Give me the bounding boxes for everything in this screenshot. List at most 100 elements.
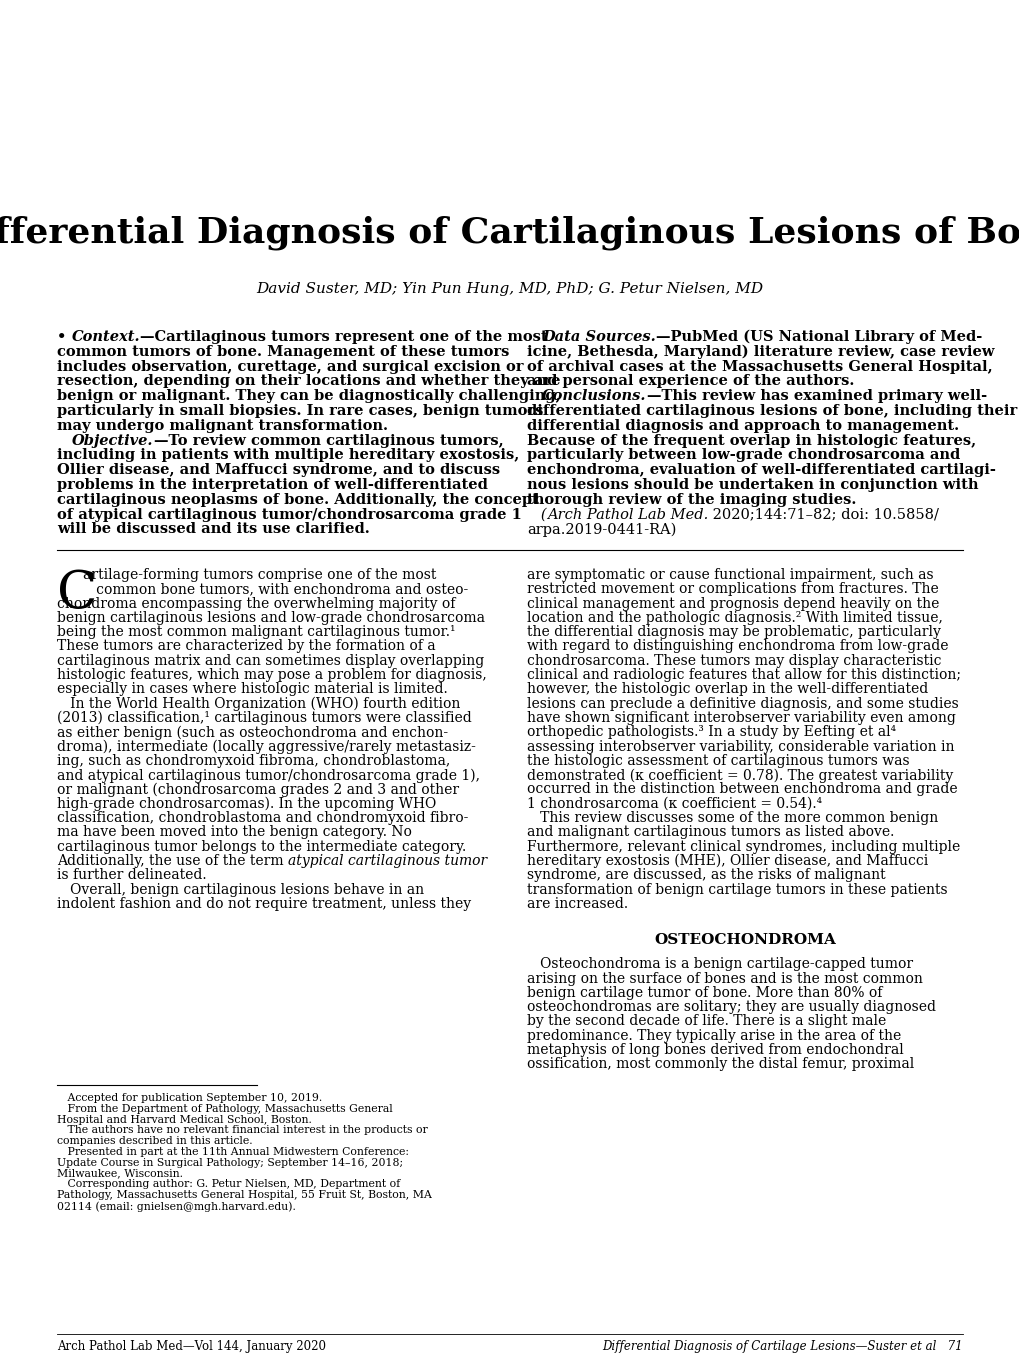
Text: The authors have no relevant financial interest in the products or: The authors have no relevant financial i… — [57, 1125, 427, 1136]
Text: Arch Pathol Lab Med—Vol 144, January 2020: Arch Pathol Lab Med—Vol 144, January 202… — [57, 1340, 326, 1354]
Text: classification, chondroblastoma and chondromyxoid fibro-: classification, chondroblastoma and chon… — [57, 811, 468, 825]
Text: and malignant cartilaginous tumors as listed above.: and malignant cartilaginous tumors as li… — [527, 825, 894, 840]
Text: Because of the frequent overlap in histologic features,: Because of the frequent overlap in histo… — [527, 433, 975, 448]
Text: Furthermore, relevant clinical syndromes, including multiple: Furthermore, relevant clinical syndromes… — [527, 840, 959, 854]
Text: and personal experience of the authors.: and personal experience of the authors. — [527, 374, 854, 389]
Text: includes observation, curettage, and surgical excision or: includes observation, curettage, and sur… — [57, 359, 523, 374]
Text: cartilaginous tumor belongs to the intermediate category.: cartilaginous tumor belongs to the inter… — [57, 840, 466, 854]
Text: droma), intermediate (locally aggressive/rarely metastasiz-: droma), intermediate (locally aggressive… — [57, 740, 476, 754]
Text: Differential Diagnosis of Cartilaginous Lesions of Bone: Differential Diagnosis of Cartilaginous … — [0, 215, 1019, 249]
Text: companies described in this article.: companies described in this article. — [57, 1136, 253, 1147]
Text: From the Department of Pathology, Massachusetts General: From the Department of Pathology, Massac… — [57, 1104, 392, 1114]
Text: clinical management and prognosis depend heavily on the: clinical management and prognosis depend… — [527, 596, 938, 611]
Text: of archival cases at the Massachusetts General Hospital,: of archival cases at the Massachusetts G… — [527, 359, 991, 374]
Text: These tumors are characterized by the formation of a: These tumors are characterized by the fo… — [57, 640, 435, 653]
Text: however, the histologic overlap in the well-differentiated: however, the histologic overlap in the w… — [527, 682, 927, 696]
Text: —PubMed (US National Library of Med-: —PubMed (US National Library of Med- — [655, 330, 981, 344]
Text: predominance. They typically arise in the area of the: predominance. They typically arise in th… — [527, 1029, 901, 1043]
Text: chondrosarcoma. These tumors may display characteristic: chondrosarcoma. These tumors may display… — [527, 653, 941, 667]
Text: demonstrated (κ coefficient = 0.78). The greatest variability: demonstrated (κ coefficient = 0.78). The… — [527, 769, 953, 782]
Text: 1 chondrosarcoma (κ coefficient = 0.54).⁴: 1 chondrosarcoma (κ coefficient = 0.54).… — [527, 797, 821, 811]
Text: syndrome, are discussed, as the risks of malignant: syndrome, are discussed, as the risks of… — [527, 869, 884, 882]
Text: orthopedic pathologists.³ In a study by Eefting et al⁴: orthopedic pathologists.³ In a study by … — [527, 725, 896, 740]
Text: occurred in the distinction between enchondroma and grade: occurred in the distinction between ench… — [527, 782, 957, 796]
Text: osteochondromas are solitary; they are usually diagnosed: osteochondromas are solitary; they are u… — [527, 1000, 935, 1014]
Text: Accepted for publication September 10, 2019.: Accepted for publication September 10, 2… — [57, 1093, 322, 1103]
Text: differential diagnosis and approach to management.: differential diagnosis and approach to m… — [527, 419, 958, 433]
Text: icine, Bethesda, Maryland) literature review, case review: icine, Bethesda, Maryland) literature re… — [527, 345, 994, 359]
Text: nous lesions should be undertaken in conjunction with: nous lesions should be undertaken in con… — [527, 478, 977, 492]
Text: Osteochondroma is a benign cartilage-capped tumor: Osteochondroma is a benign cartilage-cap… — [527, 958, 912, 971]
Text: lesions can preclude a definitive diagnosis, and some studies: lesions can preclude a definitive diagno… — [527, 697, 958, 711]
Text: are increased.: are increased. — [527, 897, 628, 911]
Text: ing, such as chondromyxoid fibroma, chondroblastoma,: ing, such as chondromyxoid fibroma, chon… — [57, 754, 449, 769]
Text: restricted movement or complications from fractures. The: restricted movement or complications fro… — [527, 582, 937, 596]
Text: particularly in small biopsies. In rare cases, benign tumors: particularly in small biopsies. In rare … — [57, 404, 543, 418]
Text: of atypical cartilaginous tumor/chondrosarcoma grade 1: of atypical cartilaginous tumor/chondros… — [57, 508, 522, 522]
Text: metaphysis of long bones derived from endochondral: metaphysis of long bones derived from en… — [527, 1043, 903, 1058]
Text: artilage-forming tumors comprise one of the most: artilage-forming tumors comprise one of … — [83, 569, 436, 582]
Text: location and the pathologic diagnosis.² With limited tissue,: location and the pathologic diagnosis.² … — [527, 611, 942, 625]
Text: arising on the surface of bones and is the most common: arising on the surface of bones and is t… — [527, 971, 922, 985]
Text: Hospital and Harvard Medical School, Boston.: Hospital and Harvard Medical School, Bos… — [57, 1115, 312, 1125]
Text: by the second decade of life. There is a slight male: by the second decade of life. There is a… — [527, 1014, 886, 1029]
Text: atypical cartilaginous tumor: atypical cartilaginous tumor — [287, 854, 487, 869]
Text: have shown significant interobserver variability even among: have shown significant interobserver var… — [527, 711, 955, 725]
Text: especially in cases where histologic material is limited.: especially in cases where histologic mat… — [57, 682, 447, 696]
Text: —This review has examined primary well-: —This review has examined primary well- — [646, 389, 986, 403]
Text: histologic features, which may pose a problem for diagnosis,: histologic features, which may pose a pr… — [57, 669, 486, 682]
Text: arpa.2019-0441-RA): arpa.2019-0441-RA) — [527, 522, 676, 537]
Text: 02114 (email: gnielsen@mgh.harvard.edu).: 02114 (email: gnielsen@mgh.harvard.edu). — [57, 1201, 296, 1211]
Text: particularly between low-grade chondrosarcoma and: particularly between low-grade chondrosa… — [527, 448, 959, 463]
Text: Corresponding author: G. Petur Nielsen, MD, Department of: Corresponding author: G. Petur Nielsen, … — [57, 1180, 399, 1189]
Text: (: ( — [527, 508, 546, 522]
Text: high-grade chondrosarcomas). In the upcoming WHO: high-grade chondrosarcomas). In the upco… — [57, 797, 436, 811]
Text: or malignant (chondrosarcoma grades 2 and 3 and other: or malignant (chondrosarcoma grades 2 an… — [57, 782, 459, 797]
Text: cartilaginous neoplasms of bone. Additionally, the concept: cartilaginous neoplasms of bone. Additio… — [57, 493, 538, 507]
Text: Pathology, Massachusetts General Hospital, 55 Fruit St, Boston, MA: Pathology, Massachusetts General Hospita… — [57, 1191, 431, 1200]
Text: assessing interobserver variability, considerable variation in: assessing interobserver variability, con… — [527, 740, 954, 754]
Text: Arch Pathol Lab Med.: Arch Pathol Lab Med. — [546, 508, 707, 522]
Text: C: C — [57, 569, 97, 619]
Text: is further delineated.: is further delineated. — [57, 869, 207, 882]
Text: Conclusions.: Conclusions. — [542, 389, 646, 403]
Text: the histologic assessment of cartilaginous tumors was: the histologic assessment of cartilagino… — [527, 754, 909, 769]
Text: Data Sources.: Data Sources. — [542, 330, 655, 344]
Text: differentiated cartilaginous lesions of bone, including their: differentiated cartilaginous lesions of … — [527, 404, 1016, 418]
Text: benign cartilaginous lesions and low-grade chondrosarcoma: benign cartilaginous lesions and low-gra… — [57, 611, 484, 625]
Text: Milwaukee, Wisconsin.: Milwaukee, Wisconsin. — [57, 1169, 182, 1178]
Text: Additionally, the use of the term: Additionally, the use of the term — [57, 854, 287, 869]
Text: common bone tumors, with enchondroma and osteo-: common bone tumors, with enchondroma and… — [83, 582, 468, 596]
Text: being the most common malignant cartilaginous tumor.¹: being the most common malignant cartilag… — [57, 625, 455, 640]
Text: with regard to distinguishing enchondroma from low-grade: with regard to distinguishing enchondrom… — [527, 640, 948, 653]
Text: enchondroma, evaluation of well-differentiated cartilagi-: enchondroma, evaluation of well-differen… — [527, 463, 995, 477]
Text: common tumors of bone. Management of these tumors: common tumors of bone. Management of the… — [57, 345, 508, 359]
Text: 2020;144:71–82; doi: 10.5858/: 2020;144:71–82; doi: 10.5858/ — [707, 508, 937, 522]
Text: ma have been moved into the benign category. No: ma have been moved into the benign categ… — [57, 825, 412, 840]
Text: —Cartilaginous tumors represent one of the most: —Cartilaginous tumors represent one of t… — [140, 330, 547, 344]
Text: Overall, benign cartilaginous lesions behave in an: Overall, benign cartilaginous lesions be… — [57, 882, 424, 896]
Text: ossification, most commonly the distal femur, proximal: ossification, most commonly the distal f… — [527, 1058, 913, 1071]
Text: This review discusses some of the more common benign: This review discusses some of the more c… — [527, 811, 937, 825]
Text: are symptomatic or cause functional impairment, such as: are symptomatic or cause functional impa… — [527, 569, 932, 582]
Text: (2013) classification,¹ cartilaginous tumors were classified: (2013) classification,¹ cartilaginous tu… — [57, 711, 472, 725]
Text: OSTEOCHONDROMA: OSTEOCHONDROMA — [653, 933, 836, 947]
Text: chondroma encompassing the overwhelming majority of: chondroma encompassing the overwhelming … — [57, 596, 454, 611]
Text: including in patients with multiple hereditary exostosis,: including in patients with multiple here… — [57, 448, 519, 463]
Text: resection, depending on their locations and whether they are: resection, depending on their locations … — [57, 374, 560, 389]
Text: will be discussed and its use clarified.: will be discussed and its use clarified. — [57, 522, 370, 537]
Text: clinical and radiologic features that allow for this distinction;: clinical and radiologic features that al… — [527, 669, 960, 682]
Text: cartilaginous matrix and can sometimes display overlapping: cartilaginous matrix and can sometimes d… — [57, 653, 484, 667]
Text: problems in the interpretation of well-differentiated: problems in the interpretation of well-d… — [57, 478, 487, 492]
Text: and atypical cartilaginous tumor/chondrosarcoma grade 1),: and atypical cartilaginous tumor/chondro… — [57, 769, 480, 782]
Text: indolent fashion and do not require treatment, unless they: indolent fashion and do not require trea… — [57, 897, 471, 911]
Text: Update Course in Surgical Pathology; September 14–16, 2018;: Update Course in Surgical Pathology; Sep… — [57, 1158, 403, 1167]
Text: thorough review of the imaging studies.: thorough review of the imaging studies. — [527, 493, 856, 507]
Text: hereditary exostosis (MHE), Ollier disease, and Maffucci: hereditary exostosis (MHE), Ollier disea… — [527, 854, 927, 869]
Text: •: • — [57, 330, 71, 344]
Text: Differential Diagnosis of Cartilage Lesions—Suster et al   71: Differential Diagnosis of Cartilage Lesi… — [602, 1340, 962, 1354]
Text: as either benign (such as osteochondroma and enchon-: as either benign (such as osteochondroma… — [57, 725, 447, 740]
Text: benign cartilage tumor of bone. More than 80% of: benign cartilage tumor of bone. More tha… — [527, 986, 881, 1000]
Text: Context.: Context. — [71, 330, 140, 344]
Text: Presented in part at the 11th Annual Midwestern Conference:: Presented in part at the 11th Annual Mid… — [57, 1147, 409, 1158]
